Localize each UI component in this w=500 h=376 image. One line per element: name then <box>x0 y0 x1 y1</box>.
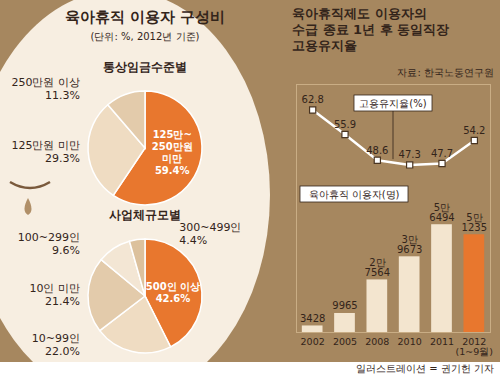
svg-text:48.6: 48.6 <box>366 145 388 156</box>
svg-text:55.9: 55.9 <box>334 119 356 130</box>
svg-text:4.4%: 4.4% <box>179 234 207 247</box>
svg-text:육아휴직 이용자 구성비: 육아휴직 이용자 구성비 <box>65 8 225 26</box>
svg-text:2011: 2011 <box>430 336 454 347</box>
svg-text:59.4%: 59.4% <box>155 165 190 176</box>
svg-text:수급 종료 1년 후 동일직장: 수급 종료 1년 후 동일직장 <box>292 22 449 37</box>
svg-text:5만1235: 5만1235 <box>462 212 487 233</box>
svg-text:2002: 2002 <box>301 336 325 347</box>
svg-text:100~299인: 100~299인 <box>18 231 80 244</box>
svg-text:250만원 이상: 250만원 이상 <box>12 76 81 89</box>
svg-text:육아휴직 이용자(명): 육아휴직 이용자(명) <box>309 189 400 200</box>
svg-text:2010: 2010 <box>398 336 422 347</box>
svg-text:미만: 미만 <box>162 153 182 164</box>
svg-text:62.8: 62.8 <box>302 94 324 105</box>
svg-text:고용유지율: 고용유지율 <box>292 38 357 53</box>
svg-text:42.6%: 42.6% <box>156 293 191 304</box>
svg-text:10~99인: 10~99인 <box>32 332 80 345</box>
svg-text:3428: 3428 <box>300 313 325 324</box>
svg-text:54.2: 54.2 <box>463 125 485 136</box>
svg-text:통상임금수준별: 통상임금수준별 <box>103 60 187 74</box>
svg-text:29.3%: 29.3% <box>45 152 80 165</box>
svg-text:(단위: %, 2012년 기준): (단위: %, 2012년 기준) <box>91 31 200 42</box>
svg-text:21.4%: 21.4% <box>45 295 80 308</box>
svg-text:2005: 2005 <box>333 336 357 347</box>
svg-text:125만~: 125만~ <box>153 129 192 140</box>
svg-text:500인 이상: 500인 이상 <box>146 281 200 292</box>
svg-text:9965: 9965 <box>332 300 357 311</box>
svg-text:5만6494: 5만6494 <box>429 202 454 223</box>
svg-text:자료: 한국노동연구원: 자료: 한국노동연구원 <box>397 67 494 78</box>
html-text:일러스트레이션 = 권기헌 기자: 일러스트레이션 = 권기헌 기자 <box>356 363 494 374</box>
svg-text:11.3%: 11.3% <box>45 89 80 102</box>
svg-text:2008: 2008 <box>365 336 389 347</box>
svg-text:사업체규모별: 사업체규모별 <box>109 208 181 222</box>
svg-text:3만9673: 3만9673 <box>397 234 422 255</box>
svg-text:22.0%: 22.0% <box>45 345 80 358</box>
svg-text:9.6%: 9.6% <box>52 244 80 257</box>
svg-text:300~499인: 300~499인 <box>179 221 241 234</box>
svg-text:10인 미만: 10인 미만 <box>30 282 81 295</box>
svg-text:47.3: 47.3 <box>399 149 421 160</box>
svg-text:250만원: 250만원 <box>152 141 193 152</box>
svg-text:고용유지율(%): 고용유지율(%) <box>359 98 426 109</box>
svg-text:2만7564: 2만7564 <box>365 257 390 278</box>
svg-text:47.7: 47.7 <box>431 148 453 159</box>
svg-text:육아휴직제도 이용자의: 육아휴직제도 이용자의 <box>292 6 427 21</box>
svg-text:2012(1~9월): 2012(1~9월) <box>456 336 493 357</box>
svg-text:125만원 미만: 125만원 미만 <box>12 139 81 152</box>
